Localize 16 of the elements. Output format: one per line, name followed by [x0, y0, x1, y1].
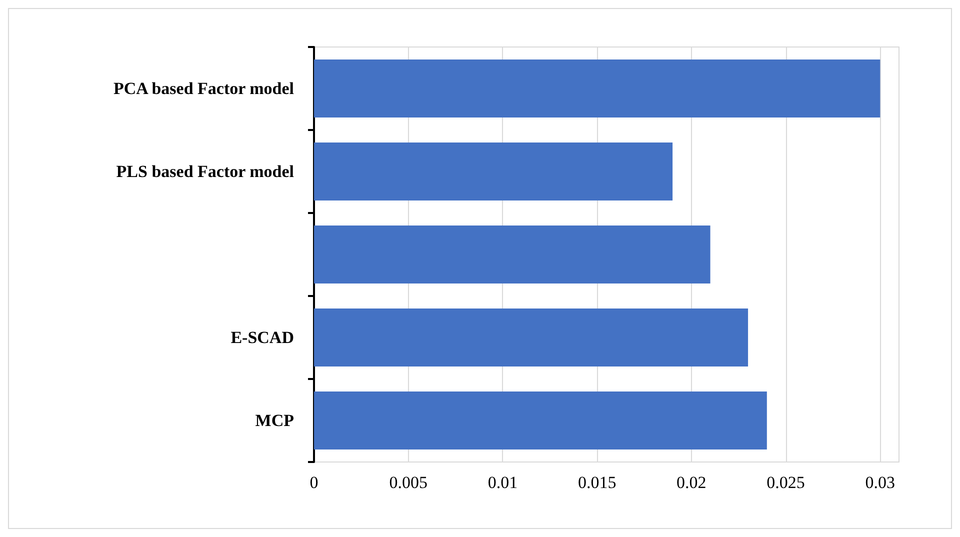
bar [314, 308, 748, 367]
x-tick-label: 0.025 [766, 473, 805, 492]
x-tick-label: 0.01 [488, 473, 518, 492]
x-tick-label: 0.03 [865, 473, 896, 492]
x-tick-label: 0 [310, 473, 318, 492]
x-tick-label: 0.02 [676, 473, 706, 492]
y-tick-label: E-SCAD [230, 328, 294, 347]
y-tick-label: MCP [255, 411, 294, 430]
bar [314, 59, 880, 118]
x-tick-label: 0.005 [389, 473, 428, 492]
bar [314, 391, 767, 450]
y-tick-label: PLS based Factor model [116, 162, 294, 181]
x-tick-label: 0.015 [578, 473, 616, 492]
bar [314, 142, 673, 201]
y-tick-label: PCA based Factor model [113, 79, 294, 98]
bar [314, 225, 710, 284]
